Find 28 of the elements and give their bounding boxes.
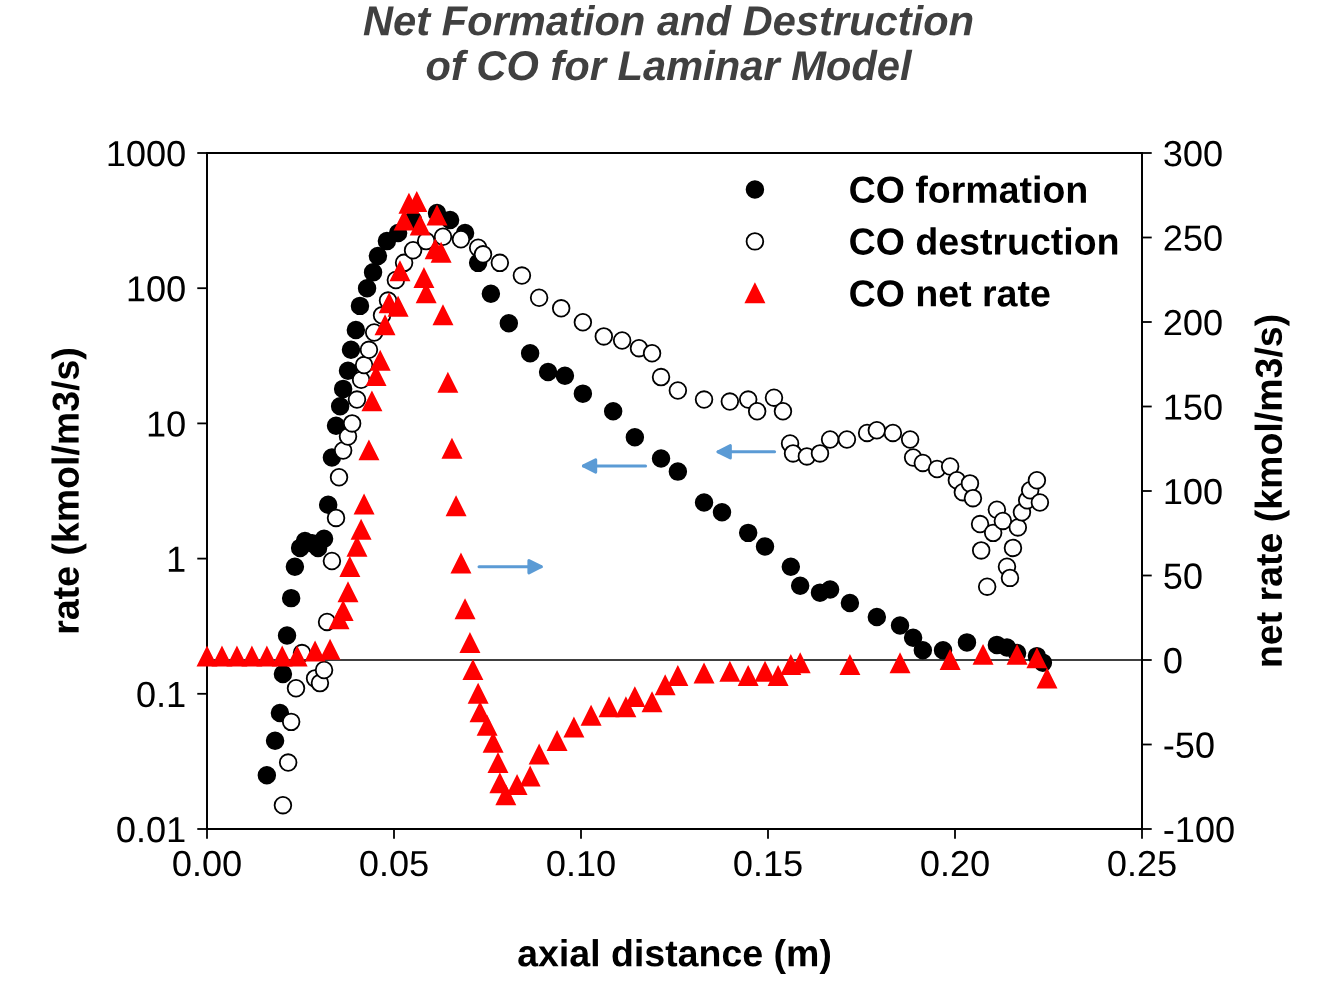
y2-tick-label: 100 [1165, 478, 1222, 505]
y-tick-label: 1 [168, 546, 185, 572]
y2-tick-label: 50 [1164, 563, 1202, 589]
y2-tick-label: -100 [1164, 816, 1234, 843]
y-tick-label: 1000 [108, 140, 185, 167]
y-tick-label: 10 [148, 411, 185, 437]
y2-tick-label: -50 [1164, 732, 1214, 758]
x-tick-label: 0.10 [547, 850, 615, 877]
y-tick-label: 0.01 [117, 816, 185, 843]
x-tick-label: 0.20 [921, 850, 989, 877]
y2-tick-label: 250 [1164, 225, 1222, 251]
x-tick-label: 0.15 [734, 850, 802, 877]
x-tick-label: 0.00 [173, 850, 241, 877]
y2-tick-label: 200 [1164, 309, 1222, 336]
y2-axis-title: net rate (kmol/m3/s) [1254, 315, 1290, 666]
x-tick-label: 0.05 [360, 850, 428, 877]
legend-label: CO net rate [850, 280, 1050, 307]
legend-label: CO formation [850, 175, 1086, 204]
y-tick-label: 100 [128, 276, 185, 302]
y2-tick-label: 150 [1165, 394, 1222, 420]
x-tick-label: 0.25 [1108, 850, 1176, 877]
y2-tick-label: 0 [1164, 647, 1182, 674]
chart-title: Net Formation and Destruction of CO for Laminar Model [363, 4, 973, 81]
y-tick-label: 0.1 [137, 681, 185, 708]
y2-tick-label: 300 [1164, 140, 1222, 167]
x-axis-title: axial distance (m) [518, 939, 830, 975]
y-axis-title: rate (kmol/m3/s) [51, 349, 87, 633]
legend-label: CO destruction [850, 227, 1118, 255]
